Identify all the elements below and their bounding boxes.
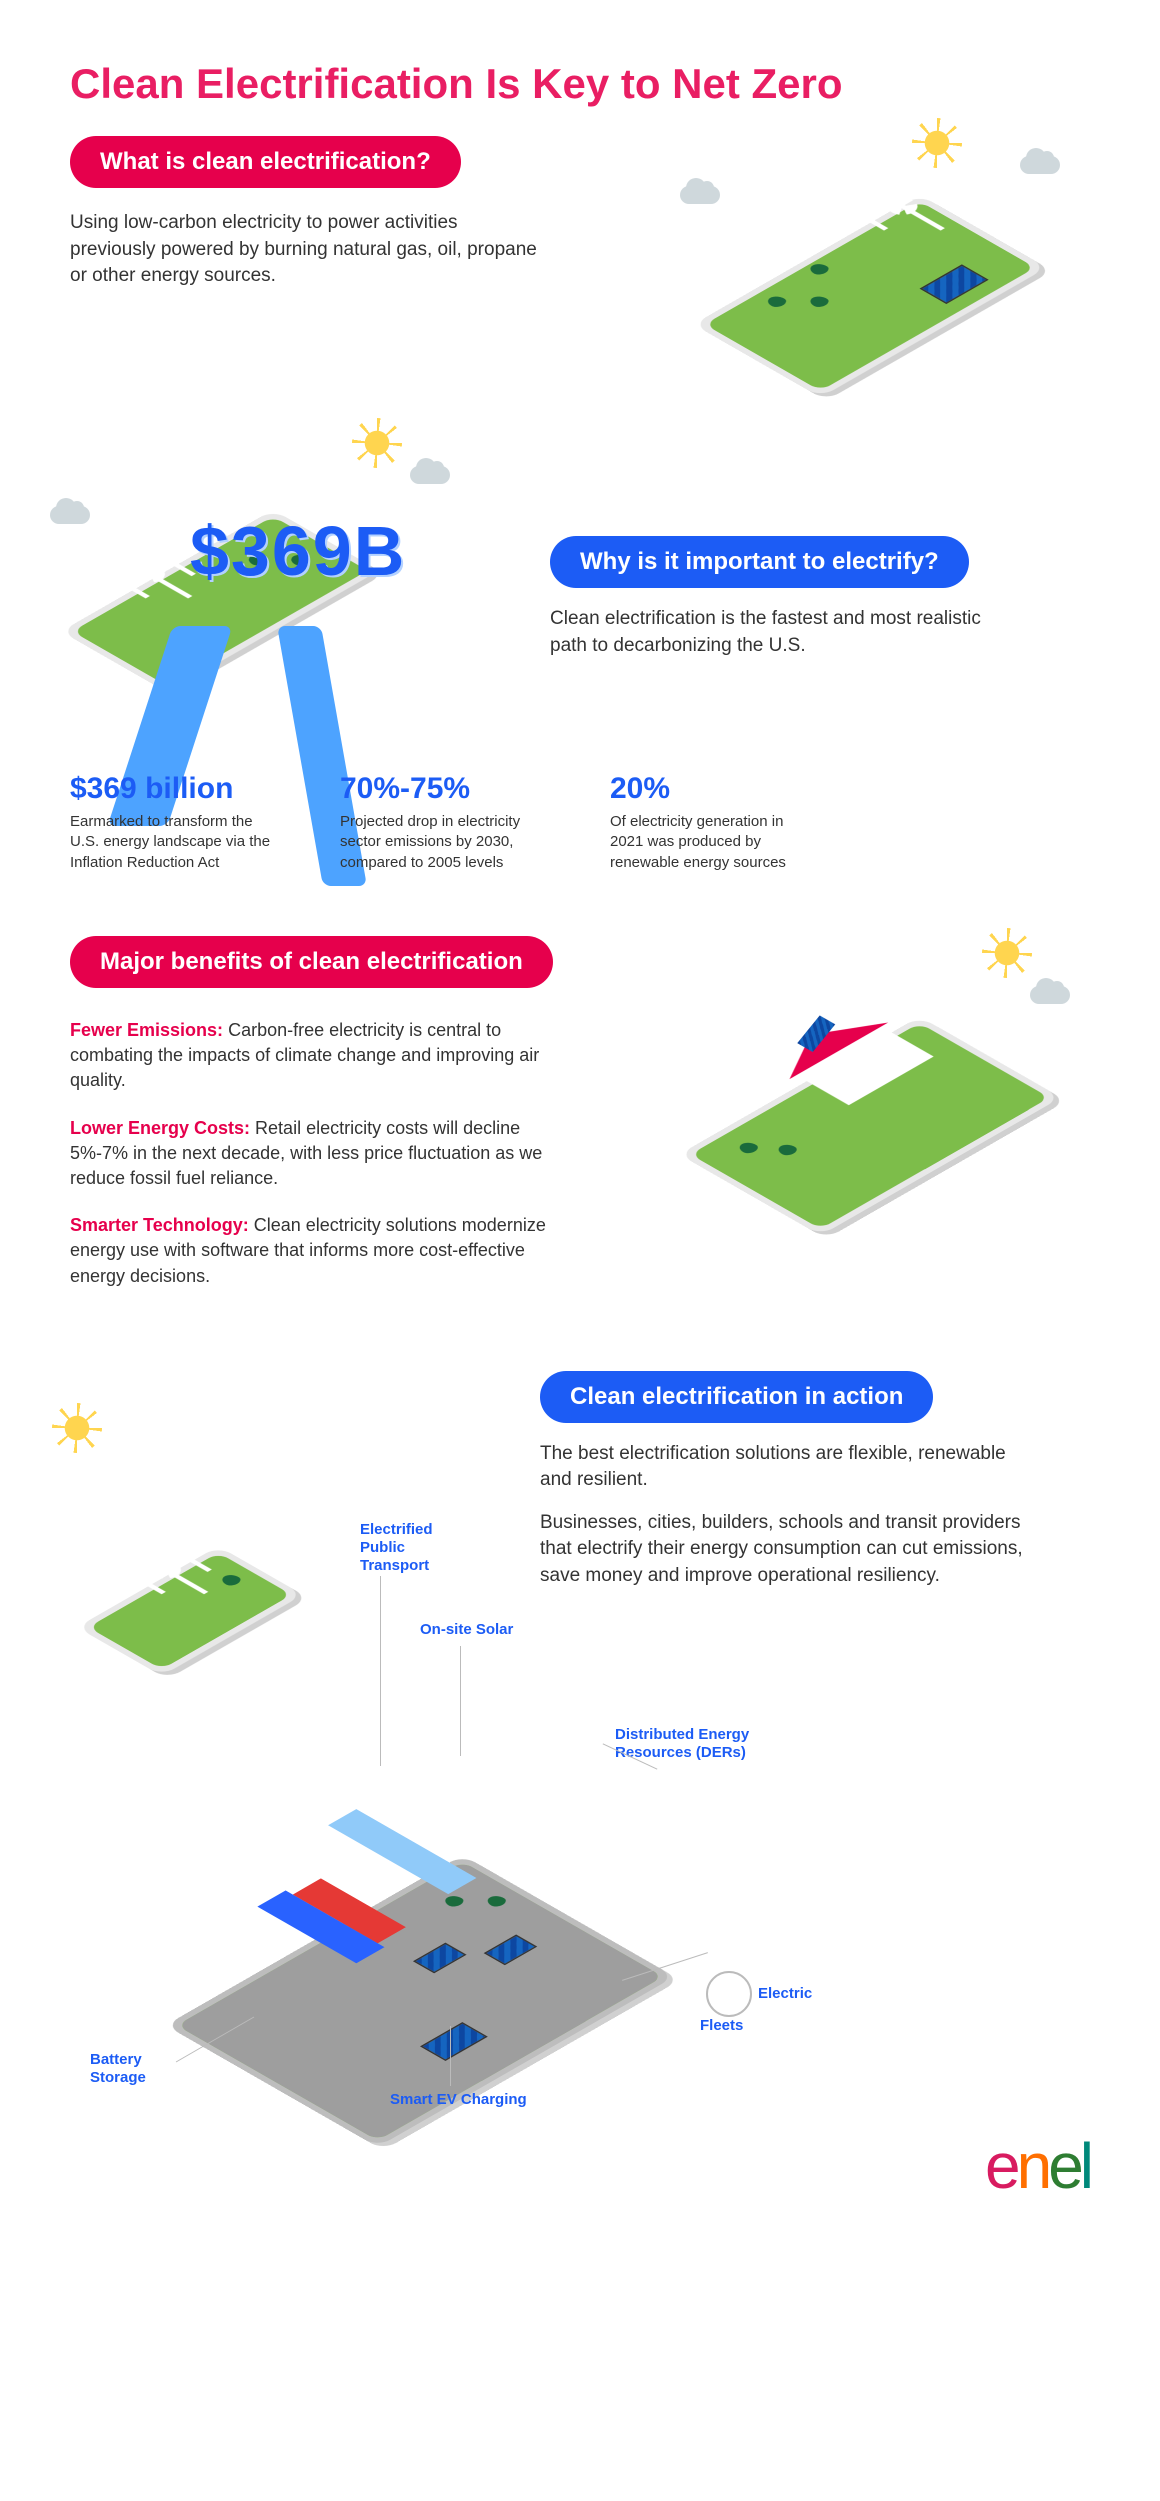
stat-2-value: 20% xyxy=(610,772,820,806)
callout-solar: On-site Solar xyxy=(420,1621,513,1639)
benefit-1: Lower Energy Costs: Retail electricity c… xyxy=(70,1116,570,1192)
callout-battery: Battery Storage xyxy=(90,2051,170,2087)
logo-letter-l: l xyxy=(1080,2130,1090,2202)
callout-fleets: Electric Fleets xyxy=(700,1971,820,2035)
stat-0-value: $369 billion xyxy=(70,772,280,806)
enel-logo: enel xyxy=(985,2129,1090,2203)
pill-benefits: Major benefits of clean electrification xyxy=(70,936,553,988)
illus-river-money: $369B xyxy=(50,426,520,746)
page-title: Clean Electrification Is Key to Net Zero xyxy=(70,60,1090,108)
callout-transport: Electrified Public Transport xyxy=(360,1521,450,1575)
logo-letter-e: e xyxy=(985,2130,1017,2202)
stat-1: 70%-75% Projected drop in electricity se… xyxy=(340,772,550,873)
illus-wind-farm xyxy=(670,126,1090,386)
stat-0: $369 billion Earmarked to transform the … xyxy=(70,772,280,873)
illus-house xyxy=(670,936,1090,1236)
callout-ev: Smart EV Charging xyxy=(390,2091,527,2109)
why-body: Clean electrification is the fastest and… xyxy=(550,606,1010,659)
section-benefits: Major benefits of clean electrification … xyxy=(70,936,1090,1311)
stat-1-desc: Projected drop in electricity sector emi… xyxy=(340,812,550,873)
pill-what-is: What is clean electrification? xyxy=(70,136,461,188)
pill-why-important: Why is it important to electrify? xyxy=(550,536,969,588)
section-in-action: Clean electrification in action The best… xyxy=(70,1371,1090,2131)
illus-city: Electrified Public Transport On-site Sol… xyxy=(60,1411,820,2111)
big-money-figure: $369B xyxy=(190,511,406,591)
stat-1-value: 70%-75% xyxy=(340,772,550,806)
what-is-body: Using low-carbon electricity to power ac… xyxy=(70,210,540,290)
stat-2: 20% Of electricity generation in 2021 wa… xyxy=(610,772,820,873)
benefit-2: Smarter Technology: Clean electricity so… xyxy=(70,1213,570,1289)
logo-letter-e2: e xyxy=(1048,2130,1080,2202)
logo-letter-n: n xyxy=(1017,2130,1049,2202)
ring-icon xyxy=(706,1971,752,2017)
section-what-is: What is clean electrification? Using low… xyxy=(70,136,1090,386)
stat-2-desc: Of electricity generation in 2021 was pr… xyxy=(610,812,820,873)
benefit-0: Fewer Emissions: Carbon-free electricity… xyxy=(70,1018,570,1094)
callout-ders: Distributed Energy Resources (DERs) xyxy=(615,1726,775,1762)
section-why-important: $369B Why is it important to electrify? … xyxy=(70,446,1090,876)
stat-0-desc: Earmarked to transform the U.S. energy l… xyxy=(70,812,280,873)
